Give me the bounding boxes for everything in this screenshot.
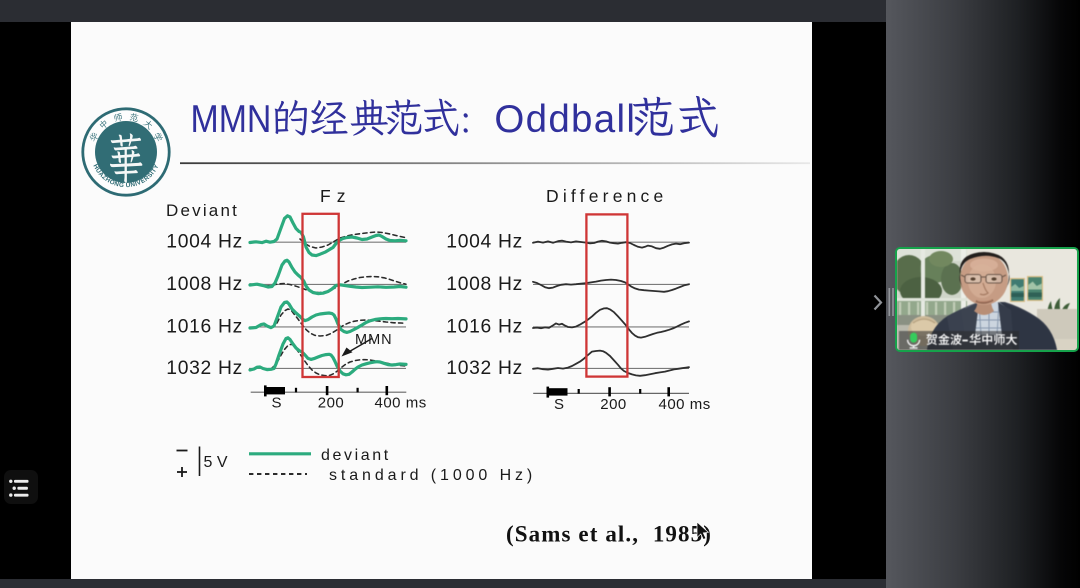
svg-text:400 ms: 400 ms — [659, 396, 711, 413]
svg-text:S: S — [271, 395, 281, 412]
svg-text:1004 Hz: 1004 Hz — [166, 232, 243, 253]
svg-text:Deviant: Deviant — [166, 201, 239, 220]
svg-text:deviant: deviant — [321, 447, 391, 464]
svg-text:1008 Hz: 1008 Hz — [166, 274, 243, 295]
svg-text:1032 Hz: 1032 Hz — [166, 358, 243, 379]
svg-text:1016 Hz: 1016 Hz — [166, 316, 243, 337]
svg-text:1004 Hz: 1004 Hz — [446, 232, 523, 253]
svg-text:S: S — [554, 396, 564, 413]
svg-text:1032 Hz: 1032 Hz — [446, 358, 523, 379]
svg-text:Oddball: Oddball — [494, 98, 636, 141]
svg-text:MMN: MMN — [355, 332, 393, 348]
svg-text:200: 200 — [600, 396, 627, 413]
svg-text:(Sams et al., 1985): (Sams et al., 1985) — [506, 522, 712, 547]
svg-text:1008 Hz: 1008 Hz — [446, 274, 523, 295]
svg-text:Fz: Fz — [320, 186, 351, 206]
svg-text:1016 Hz: 1016 Hz — [446, 316, 523, 337]
svg-text:400 ms: 400 ms — [375, 395, 427, 412]
svg-text:200: 200 — [318, 395, 345, 412]
svg-text:standard (1000 Hz): standard (1000 Hz) — [329, 467, 536, 484]
svg-text:Difference: Difference — [546, 186, 667, 206]
svg-text:MMN: MMN — [191, 97, 272, 141]
svg-text:5 V: 5 V — [204, 454, 228, 471]
